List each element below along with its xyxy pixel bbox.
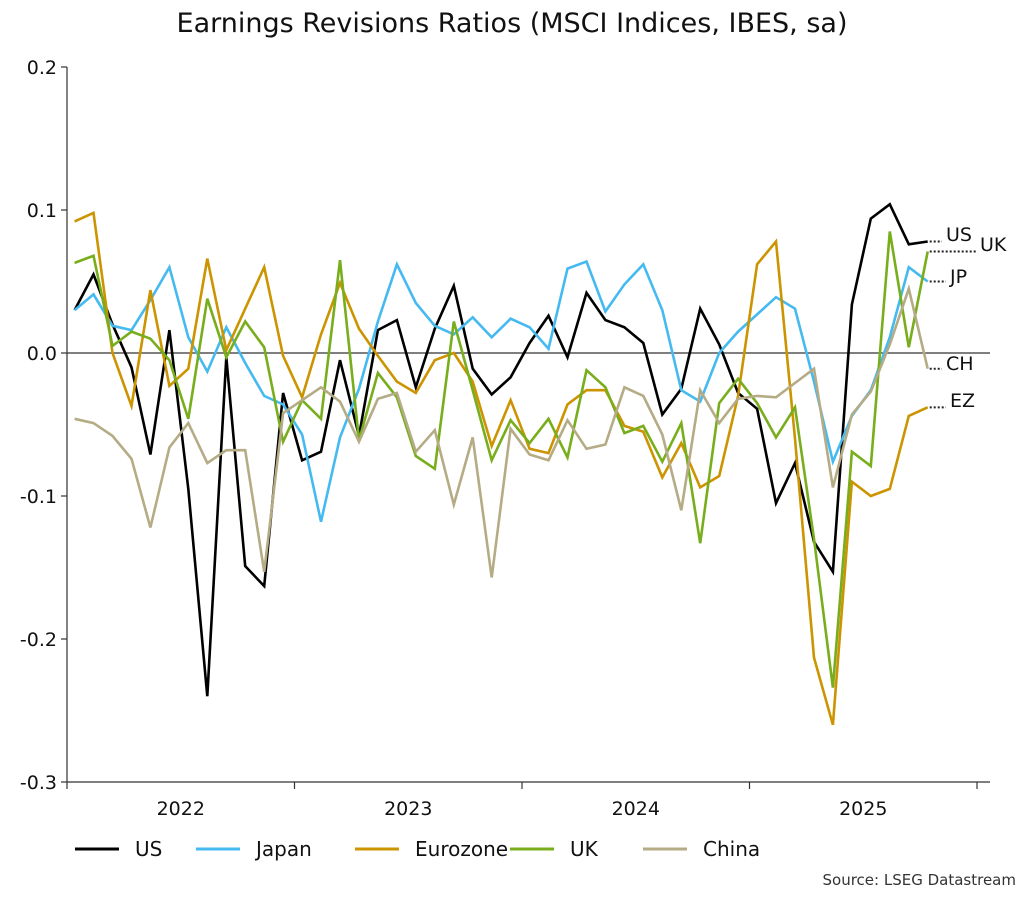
x-tick-label: 2025 <box>839 798 887 820</box>
y-tick-label: -0.2 <box>20 629 57 651</box>
legend-label-eurozone: Eurozone <box>415 837 508 861</box>
x-tick-label: 2022 <box>157 798 205 820</box>
end-label-uk: UK <box>980 234 1007 256</box>
legend-label-uk: UK <box>570 837 599 861</box>
series-line-eurozone <box>74 211 929 726</box>
end-label-us: US <box>946 224 972 246</box>
series-line-uk <box>74 231 929 688</box>
legend-label-us: US <box>135 837 162 861</box>
series-line-us <box>73 202 928 697</box>
chart-title: Earnings Revisions Ratios (MSCI Indices,… <box>176 8 848 39</box>
y-tick-label: -0.3 <box>20 772 57 794</box>
series-line-china <box>74 284 929 578</box>
x-tick-label: 2024 <box>612 798 660 820</box>
source-note: Source: LSEG Datastream <box>822 871 1016 889</box>
y-tick-label: 0.1 <box>27 200 57 222</box>
end-label-jp: JP <box>949 266 967 288</box>
legend-label-japan: Japan <box>254 837 312 861</box>
end-label-ch: CH <box>946 353 974 375</box>
end-label-ez: EZ <box>950 390 975 412</box>
y-tick-label: 0.2 <box>27 57 57 79</box>
series-line-japan <box>73 259 929 522</box>
x-tick-label: 2023 <box>384 798 432 820</box>
legend-label-china: China <box>703 837 760 861</box>
y-tick-label: -0.1 <box>20 486 57 508</box>
y-tick-label: 0.0 <box>27 343 57 365</box>
